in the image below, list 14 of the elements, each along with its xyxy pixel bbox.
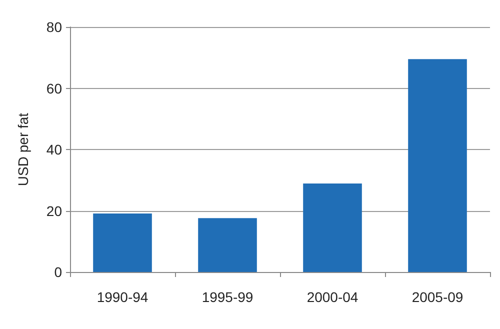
y-tick-label: 80 xyxy=(46,19,62,35)
y-tick-label: 60 xyxy=(46,80,62,96)
bar xyxy=(198,218,257,272)
bar xyxy=(303,183,362,272)
x-tick-label: 2000-04 xyxy=(306,289,358,305)
bar xyxy=(93,214,152,272)
y-axis-title: USD per fat xyxy=(15,112,31,186)
y-tick-label: 40 xyxy=(46,142,62,158)
x-tick-label: 2005-09 xyxy=(412,289,464,305)
x-tick-label: 1995-99 xyxy=(202,289,254,305)
bar xyxy=(408,59,467,272)
y-tick-label: 0 xyxy=(54,264,62,280)
y-tick-label: 20 xyxy=(46,202,62,219)
x-tick-label: 1990-94 xyxy=(96,289,148,305)
